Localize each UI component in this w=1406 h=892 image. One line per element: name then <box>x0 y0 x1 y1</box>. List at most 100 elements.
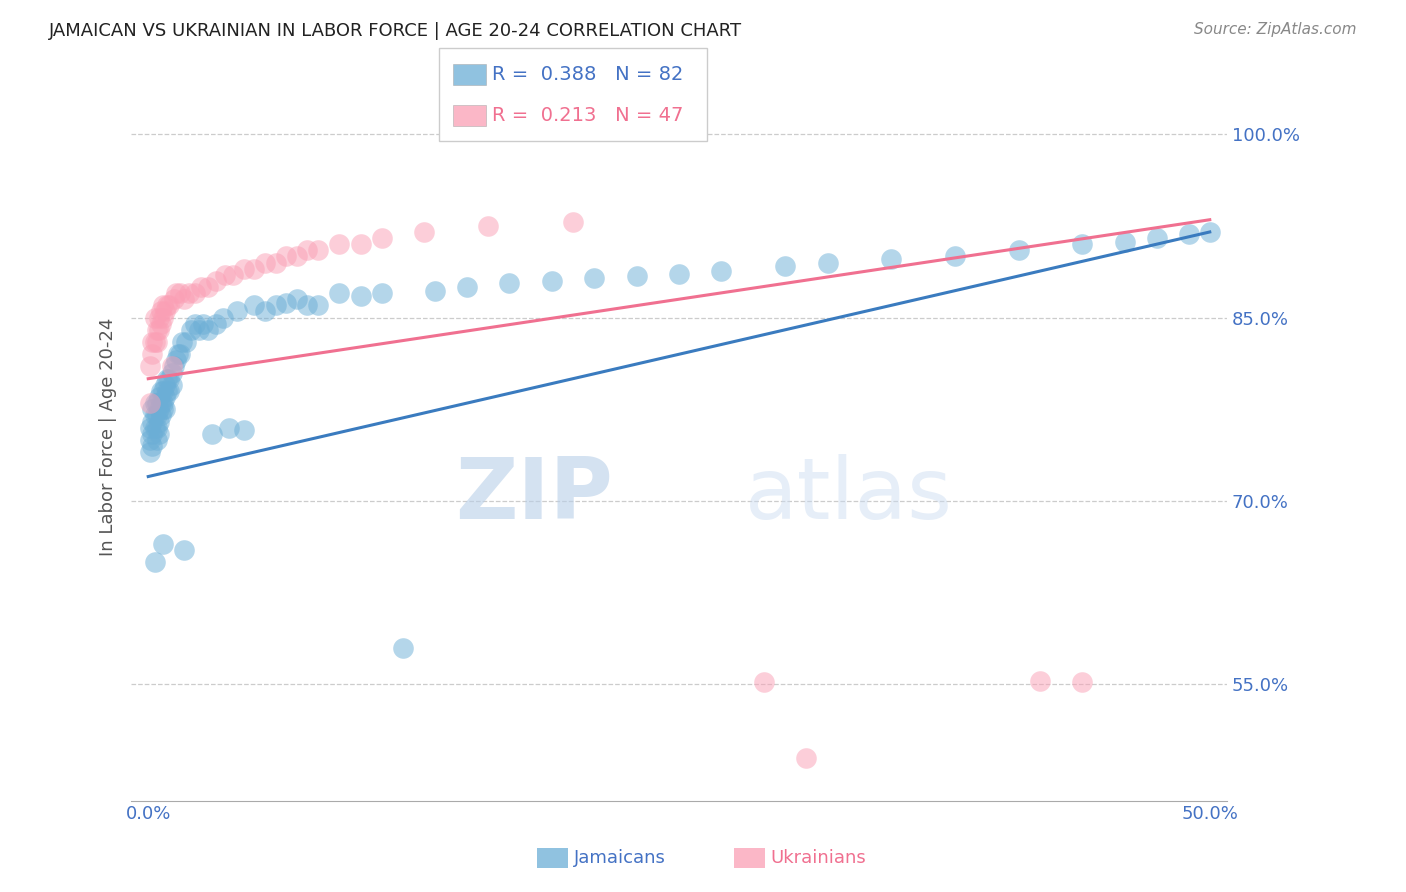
Point <box>943 249 966 263</box>
Y-axis label: In Labor Force | Age 20-24: In Labor Force | Age 20-24 <box>100 318 117 556</box>
Text: R =  0.388   N = 82: R = 0.388 N = 82 <box>492 65 683 84</box>
Point <box>145 334 167 349</box>
Point <box>413 225 436 239</box>
Point <box>188 323 211 337</box>
Point <box>710 264 733 278</box>
Point <box>165 286 187 301</box>
Point <box>211 310 233 325</box>
Point <box>456 280 478 294</box>
Point <box>173 543 195 558</box>
Text: Jamaicans: Jamaicans <box>574 849 665 867</box>
Point <box>141 347 163 361</box>
Point <box>177 286 200 301</box>
Point <box>307 298 329 312</box>
Point <box>276 296 298 310</box>
Point <box>1008 244 1031 258</box>
Point <box>253 255 276 269</box>
Point <box>477 219 499 233</box>
Point <box>143 420 166 434</box>
Point <box>167 347 190 361</box>
Point <box>148 310 170 325</box>
Point <box>165 353 187 368</box>
Point <box>149 317 172 331</box>
Text: ZIP: ZIP <box>456 453 613 536</box>
Point <box>583 271 606 285</box>
Point <box>176 334 198 349</box>
Point <box>1071 675 1094 690</box>
Point <box>148 323 170 337</box>
Point <box>285 249 308 263</box>
Point <box>1177 227 1199 242</box>
Point <box>180 323 202 337</box>
Point <box>163 359 186 374</box>
Point <box>214 268 236 282</box>
Point <box>197 280 219 294</box>
Point <box>218 420 240 434</box>
Point <box>561 215 583 229</box>
Point <box>668 267 690 281</box>
Point <box>371 231 394 245</box>
Point <box>232 423 254 437</box>
Point <box>155 390 177 404</box>
Point <box>152 396 174 410</box>
Point <box>160 377 183 392</box>
Point <box>156 372 179 386</box>
Point <box>155 377 177 392</box>
Point <box>141 439 163 453</box>
Point <box>371 286 394 301</box>
Point <box>392 640 415 655</box>
Point <box>163 292 186 306</box>
Point <box>159 298 181 312</box>
Point <box>1029 673 1052 688</box>
Point <box>143 396 166 410</box>
Point <box>159 372 181 386</box>
Point <box>423 284 446 298</box>
Point <box>297 298 319 312</box>
Point <box>773 259 796 273</box>
Point <box>160 366 183 380</box>
Point <box>148 402 170 417</box>
Point <box>285 292 308 306</box>
Point <box>172 334 194 349</box>
Point <box>169 286 191 301</box>
Point <box>155 402 177 417</box>
Point <box>328 286 350 301</box>
Point <box>139 445 162 459</box>
Point <box>145 409 167 423</box>
Point <box>156 298 179 312</box>
Point <box>253 304 276 318</box>
Point <box>190 280 212 294</box>
Point <box>297 244 319 258</box>
Point <box>149 409 172 423</box>
Point <box>276 249 298 263</box>
Point <box>222 268 245 282</box>
Point <box>139 359 162 374</box>
Point <box>169 347 191 361</box>
Point <box>152 298 174 312</box>
Point <box>145 323 167 337</box>
Point <box>149 384 172 398</box>
Point <box>141 415 163 429</box>
Point <box>201 426 224 441</box>
Point <box>141 426 163 441</box>
Text: atlas: atlas <box>745 453 953 536</box>
Point <box>149 396 172 410</box>
Text: R =  0.213   N = 47: R = 0.213 N = 47 <box>492 106 683 125</box>
Point <box>148 426 170 441</box>
Point <box>156 384 179 398</box>
Point <box>205 274 228 288</box>
Point <box>205 317 228 331</box>
Point <box>349 288 371 302</box>
Point <box>145 396 167 410</box>
Point <box>498 277 520 291</box>
Point <box>226 304 249 318</box>
Point <box>540 274 562 288</box>
Point <box>307 244 329 258</box>
Point <box>193 317 215 331</box>
Point <box>148 415 170 429</box>
Point <box>139 420 162 434</box>
Point <box>817 255 839 269</box>
Point <box>152 537 174 551</box>
Point <box>145 433 167 447</box>
Point <box>152 384 174 398</box>
